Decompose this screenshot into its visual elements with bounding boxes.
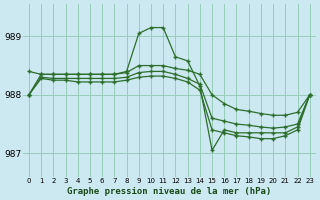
X-axis label: Graphe pression niveau de la mer (hPa): Graphe pression niveau de la mer (hPa) <box>67 187 271 196</box>
